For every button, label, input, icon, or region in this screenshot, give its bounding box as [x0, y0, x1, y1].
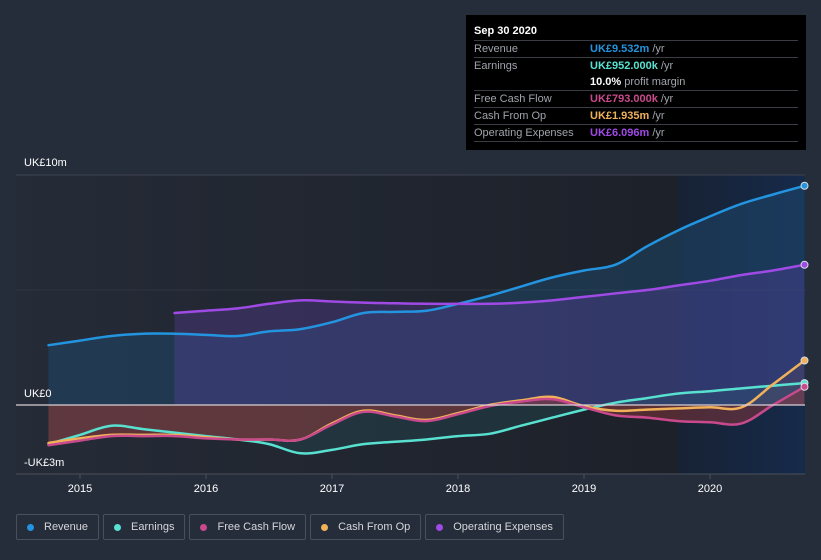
- free-cash-flow-line: [47, 385, 806, 447]
- x-tick-label: 2016: [194, 483, 218, 495]
- free-cash-flow-area: [48, 386, 805, 446]
- operating-expenses-dot-icon: [436, 523, 444, 531]
- legend-label: Earnings: [131, 521, 175, 533]
- tooltip-unit: /yr: [652, 43, 665, 55]
- tooltip-row-free-cash-flow: Free Cash Flow UK£793.000k /yr: [474, 91, 798, 108]
- legend-label: Operating Expenses: [453, 521, 553, 533]
- tooltip-value: UK£1.935m: [590, 110, 650, 122]
- x-tick-label: 2020: [698, 483, 722, 495]
- legend-label: Revenue: [44, 521, 89, 533]
- tooltip-unit: profit margin: [624, 76, 686, 88]
- legend-item-revenue[interactable]: Revenue: [16, 514, 100, 540]
- x-tick-label: 2019: [572, 483, 596, 495]
- legend-item-earnings[interactable]: Earnings: [103, 514, 186, 540]
- tooltip-value: UK£793.000k: [590, 93, 658, 105]
- tooltip-row-profit-margin: 10.0% profit margin: [474, 74, 798, 91]
- chart-area: UK£10m UK£0 -UK£3m 2015 2016 2017 2018 2019 2…: [16, 157, 809, 495]
- tooltip-label: Free Cash Flow: [474, 93, 552, 105]
- legend-item-free-cash-flow[interactable]: Free Cash Flow: [189, 514, 307, 540]
- earnings-dot-icon: [114, 523, 122, 531]
- tooltip-label: Cash From Op: [474, 110, 547, 122]
- x-tick-label: 2015: [68, 483, 92, 495]
- y-axis-label-zero: UK£0: [24, 388, 52, 400]
- legend-item-operating-expenses[interactable]: Operating Expenses: [425, 514, 564, 540]
- free-cash-flow-endpoint: [800, 382, 809, 391]
- tooltip-row-revenue: Revenue UK£9.532m /yr: [474, 41, 798, 58]
- cash-from-op-endpoint: [800, 356, 809, 365]
- tooltip-unit: /yr: [652, 127, 665, 139]
- revenue-area: [48, 185, 805, 405]
- legend-label: Cash From Op: [338, 521, 411, 533]
- operating-expenses-endpoint: [800, 260, 809, 269]
- tooltip-label: Earnings: [474, 60, 518, 72]
- y-axis-label-top: UK£10m: [24, 157, 67, 169]
- tooltip-value: UK£9.532m: [590, 43, 650, 55]
- earnings-line: [47, 381, 806, 455]
- operating-expenses-line: [173, 263, 806, 315]
- revenue-line: [47, 184, 806, 347]
- tooltip-unit: /yr: [660, 60, 674, 72]
- revenue-dot-icon: [27, 523, 34, 531]
- x-tick-label: 2018: [446, 483, 470, 495]
- x-tick-label: 2017: [320, 483, 344, 495]
- legend-item-cash-from-op[interactable]: Cash From Op: [310, 514, 422, 540]
- free-cash-flow-dot-icon: [200, 523, 208, 531]
- tooltip-row-operating-expenses: Operating Expenses UK£6.096m /yr: [474, 125, 798, 142]
- tooltip-value: 10.0%: [590, 76, 622, 88]
- tooltip-value: UK£6.096m: [590, 127, 650, 139]
- tooltip-label: Operating Expenses: [474, 127, 574, 139]
- tooltip-label: [474, 74, 590, 90]
- tooltip-value: UK£952.000k: [590, 60, 658, 72]
- tooltip-row-earnings: Earnings UK£952.000k /yr: [474, 58, 798, 74]
- cash-from-op-dot-icon: [321, 523, 329, 531]
- operating-expenses-area: [174, 264, 805, 405]
- tooltip-label: Revenue: [474, 43, 519, 55]
- tooltip-panel: Sep 30 2020 Revenue UK£9.532m /yr Earnin…: [466, 15, 806, 150]
- legend-label: Free Cash Flow: [217, 521, 296, 533]
- y-axis-label-bottom: -UK£3m: [24, 457, 64, 469]
- tooltip-unit: /yr: [652, 110, 665, 122]
- revenue-endpoint: [800, 181, 809, 190]
- legend: Revenue Earnings Free Cash Flow Cash Fro…: [16, 514, 564, 540]
- tooltip-date: Sep 30 2020: [474, 23, 798, 41]
- tooltip-row-cash-from-op: Cash From Op UK£1.935m /yr: [474, 108, 798, 125]
- tooltip-unit: /yr: [660, 93, 674, 105]
